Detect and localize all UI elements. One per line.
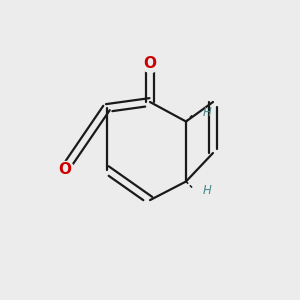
Text: O: O <box>143 56 157 70</box>
Text: H: H <box>202 184 211 197</box>
Text: O: O <box>58 162 71 177</box>
Text: H: H <box>202 106 211 119</box>
